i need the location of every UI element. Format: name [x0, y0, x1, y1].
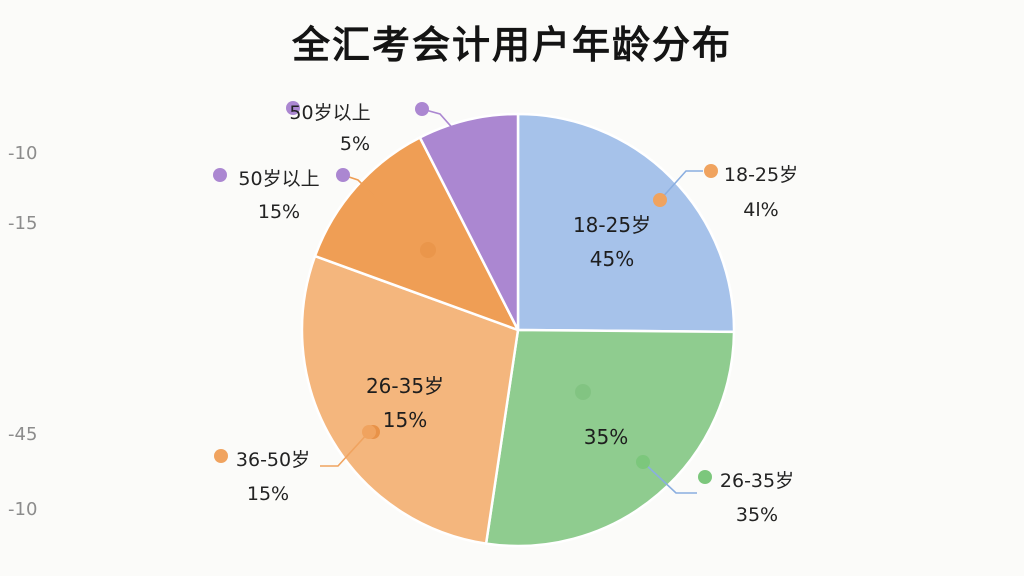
callout-anchor-dot-1 [415, 102, 429, 116]
pie-slice-1 [516, 112, 736, 334]
callout-category-3: 18-25岁 [724, 164, 798, 186]
callout-leader-line-5 [642, 461, 697, 494]
callout-leader-line-4 [320, 431, 370, 467]
callout-percent-2: 15% [258, 201, 300, 223]
edge-tick-label-4: -10 [8, 499, 37, 520]
edge-tick-label-2: -15 [8, 213, 37, 234]
inner-label-percent-1: 45% [590, 247, 634, 271]
chart-title: 全汇考会计用户年龄分布 [291, 23, 732, 67]
pie-slice-4 [313, 136, 520, 332]
pie-slice-2 [484, 328, 736, 548]
callout-marker-3 [704, 164, 718, 178]
callout-percent-1: 5% [340, 133, 370, 155]
callout-category-1: 50岁以上 [289, 102, 370, 124]
inner-label-category-1: 18-25岁 [573, 213, 651, 237]
inner-marker-dot-2 [575, 384, 591, 400]
callout-percent-3: 4l% [743, 199, 778, 221]
inner-label-category-3: 26-35岁 [366, 374, 444, 398]
callout-percent-5: 35% [736, 504, 778, 526]
callout-marker-1 [286, 101, 300, 115]
inner-label-percent-2: 35% [584, 425, 628, 449]
pie-slice-3 [300, 254, 520, 545]
callout-anchor-dot-4 [362, 425, 376, 439]
callout-marker-2 [213, 168, 227, 182]
edge-tick-label-1: -10 [8, 143, 37, 164]
pie-slice-5 [418, 112, 520, 332]
callout-category-5: 26-35岁 [720, 470, 794, 492]
callout-percent-4: 15% [247, 483, 289, 505]
callout-leader-line-3 [659, 170, 703, 201]
callout-anchor-dot-2 [336, 168, 350, 182]
callout-category-2: 50岁以上 [238, 168, 319, 190]
callout-anchor-dot-5 [636, 455, 650, 469]
callout-marker-4 [214, 449, 228, 463]
inner-marker-dot-1 [420, 242, 436, 258]
callout-category-4: 36-50岁 [236, 449, 310, 471]
callout-marker-5 [698, 470, 712, 484]
inner-label-percent-3: 15% [383, 408, 427, 432]
callout-anchor-dot-3 [653, 193, 667, 207]
edge-tick-label-3: -45 [8, 424, 37, 445]
